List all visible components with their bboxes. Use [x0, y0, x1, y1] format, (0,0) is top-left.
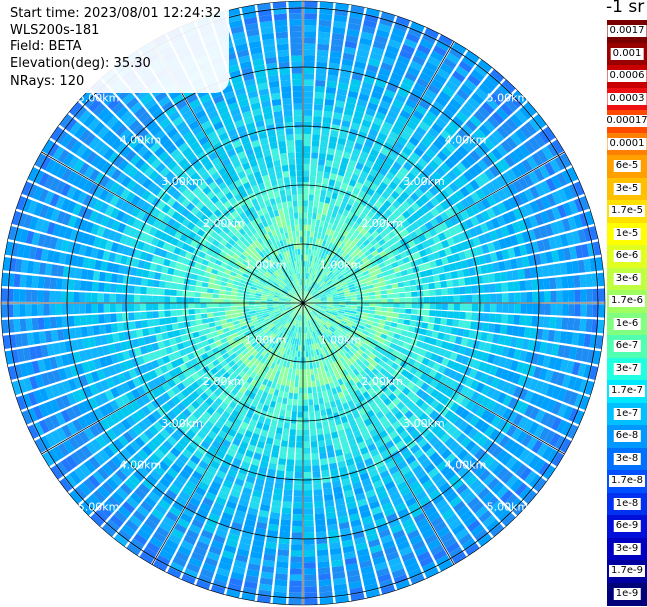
colorbar-label: 6e-6	[613, 250, 641, 262]
range-ring-label: 3.00km	[161, 175, 203, 188]
colorbar-label: 1e-6	[613, 317, 641, 330]
range-ring-label: 3.00km	[161, 417, 203, 430]
colorbar-label: 1.7e-6	[608, 295, 646, 307]
colorbar-label: 3e-7	[613, 362, 641, 375]
range-ring-label: 1.00km	[245, 259, 287, 272]
range-ring-label: 5.00km	[78, 92, 120, 105]
range-ring-label: 1.00km	[245, 334, 287, 347]
colorbar-label: 6e-9	[613, 520, 641, 532]
field-name: Field: BETA	[10, 39, 82, 54]
range-ring-label: 2.00km	[361, 375, 403, 388]
colorbar-label: 1.7e-5	[608, 205, 646, 217]
scan-info-panel: Start time: 2023/08/01 12:24:32 WLS200s-…	[0, 4, 230, 93]
range-ring-label: 1.00km	[320, 334, 362, 347]
range-grid	[0, 0, 606, 606]
colorbar-label: 6e-7	[613, 340, 641, 352]
azimuth-spoke	[151, 302, 304, 565]
colorbar-label: 0.0017	[607, 25, 647, 37]
colorbar-label: 1e-5	[613, 227, 641, 240]
range-ring-label: 4.00km	[445, 459, 487, 472]
azimuth-spoke	[302, 151, 565, 304]
colorbar-label: 3e-6	[613, 272, 641, 285]
colorbar-label: 0.0003	[607, 92, 647, 105]
instrument-id: WLS200s-181	[10, 22, 100, 38]
azimuth-spoke	[41, 302, 304, 455]
colorbar-label: 1.7e-7	[608, 385, 646, 397]
range-ring-label: 4.00km	[445, 133, 487, 146]
range-ring-label: 1.00km	[320, 259, 362, 272]
range-ring-label: 3.00km	[403, 417, 445, 430]
range-ring-label: 2.00km	[203, 375, 245, 388]
colorbar-label: 0.0006	[607, 70, 647, 82]
azimuth-spoke	[302, 302, 565, 455]
range-ring-label: 2.00km	[203, 217, 245, 230]
range-ring-labels: 1.00km 1.00km 1.00km 1.00km 2.00km 2.00km 2.00…	[78, 92, 528, 514]
colorbar-label: 1.7e-9	[608, 565, 646, 577]
azimuth-spoke	[302, 41, 455, 304]
colorbar-label: 1e-8	[613, 497, 641, 510]
range-ring-label: 5.00km	[487, 500, 529, 513]
range-ring-label: 4.00km	[120, 459, 162, 472]
colorbar-label: 3e-5	[613, 182, 641, 195]
colorbar-label: 1e-9	[613, 587, 641, 600]
range-ring-label: 5.00km	[78, 500, 120, 513]
colorbar-unit: -1 sr	[606, 0, 645, 17]
azimuth-spoke	[302, 302, 455, 565]
colorbar-label: 6e-8	[613, 430, 641, 442]
colorbar-label: 0.0001	[607, 137, 647, 150]
azimuth-spoke	[41, 151, 304, 304]
elevation-angle: Elevation(deg): 35.30	[10, 55, 151, 71]
colorbar-label: 3e-9	[613, 542, 641, 555]
range-ring-label: 2.00km	[361, 217, 403, 230]
colorbar-label: 0.001	[610, 47, 644, 60]
ray-count: NRays: 120	[10, 74, 85, 89]
range-ring-label: 4.00km	[120, 133, 162, 146]
colorbar-label: 1.7e-8	[608, 475, 646, 487]
colorbar-label: 6e-5	[613, 160, 641, 172]
colorbar-label: 3e-8	[613, 452, 641, 465]
colorbar-label: 1e-7	[613, 407, 641, 420]
start-time: Start time: 2023/08/01 12:24:32	[10, 6, 222, 21]
colorbar-label: 0.00017	[604, 115, 647, 127]
range-ring-label: 3.00km	[403, 175, 445, 188]
range-ring-label: 5.00km	[487, 92, 529, 105]
